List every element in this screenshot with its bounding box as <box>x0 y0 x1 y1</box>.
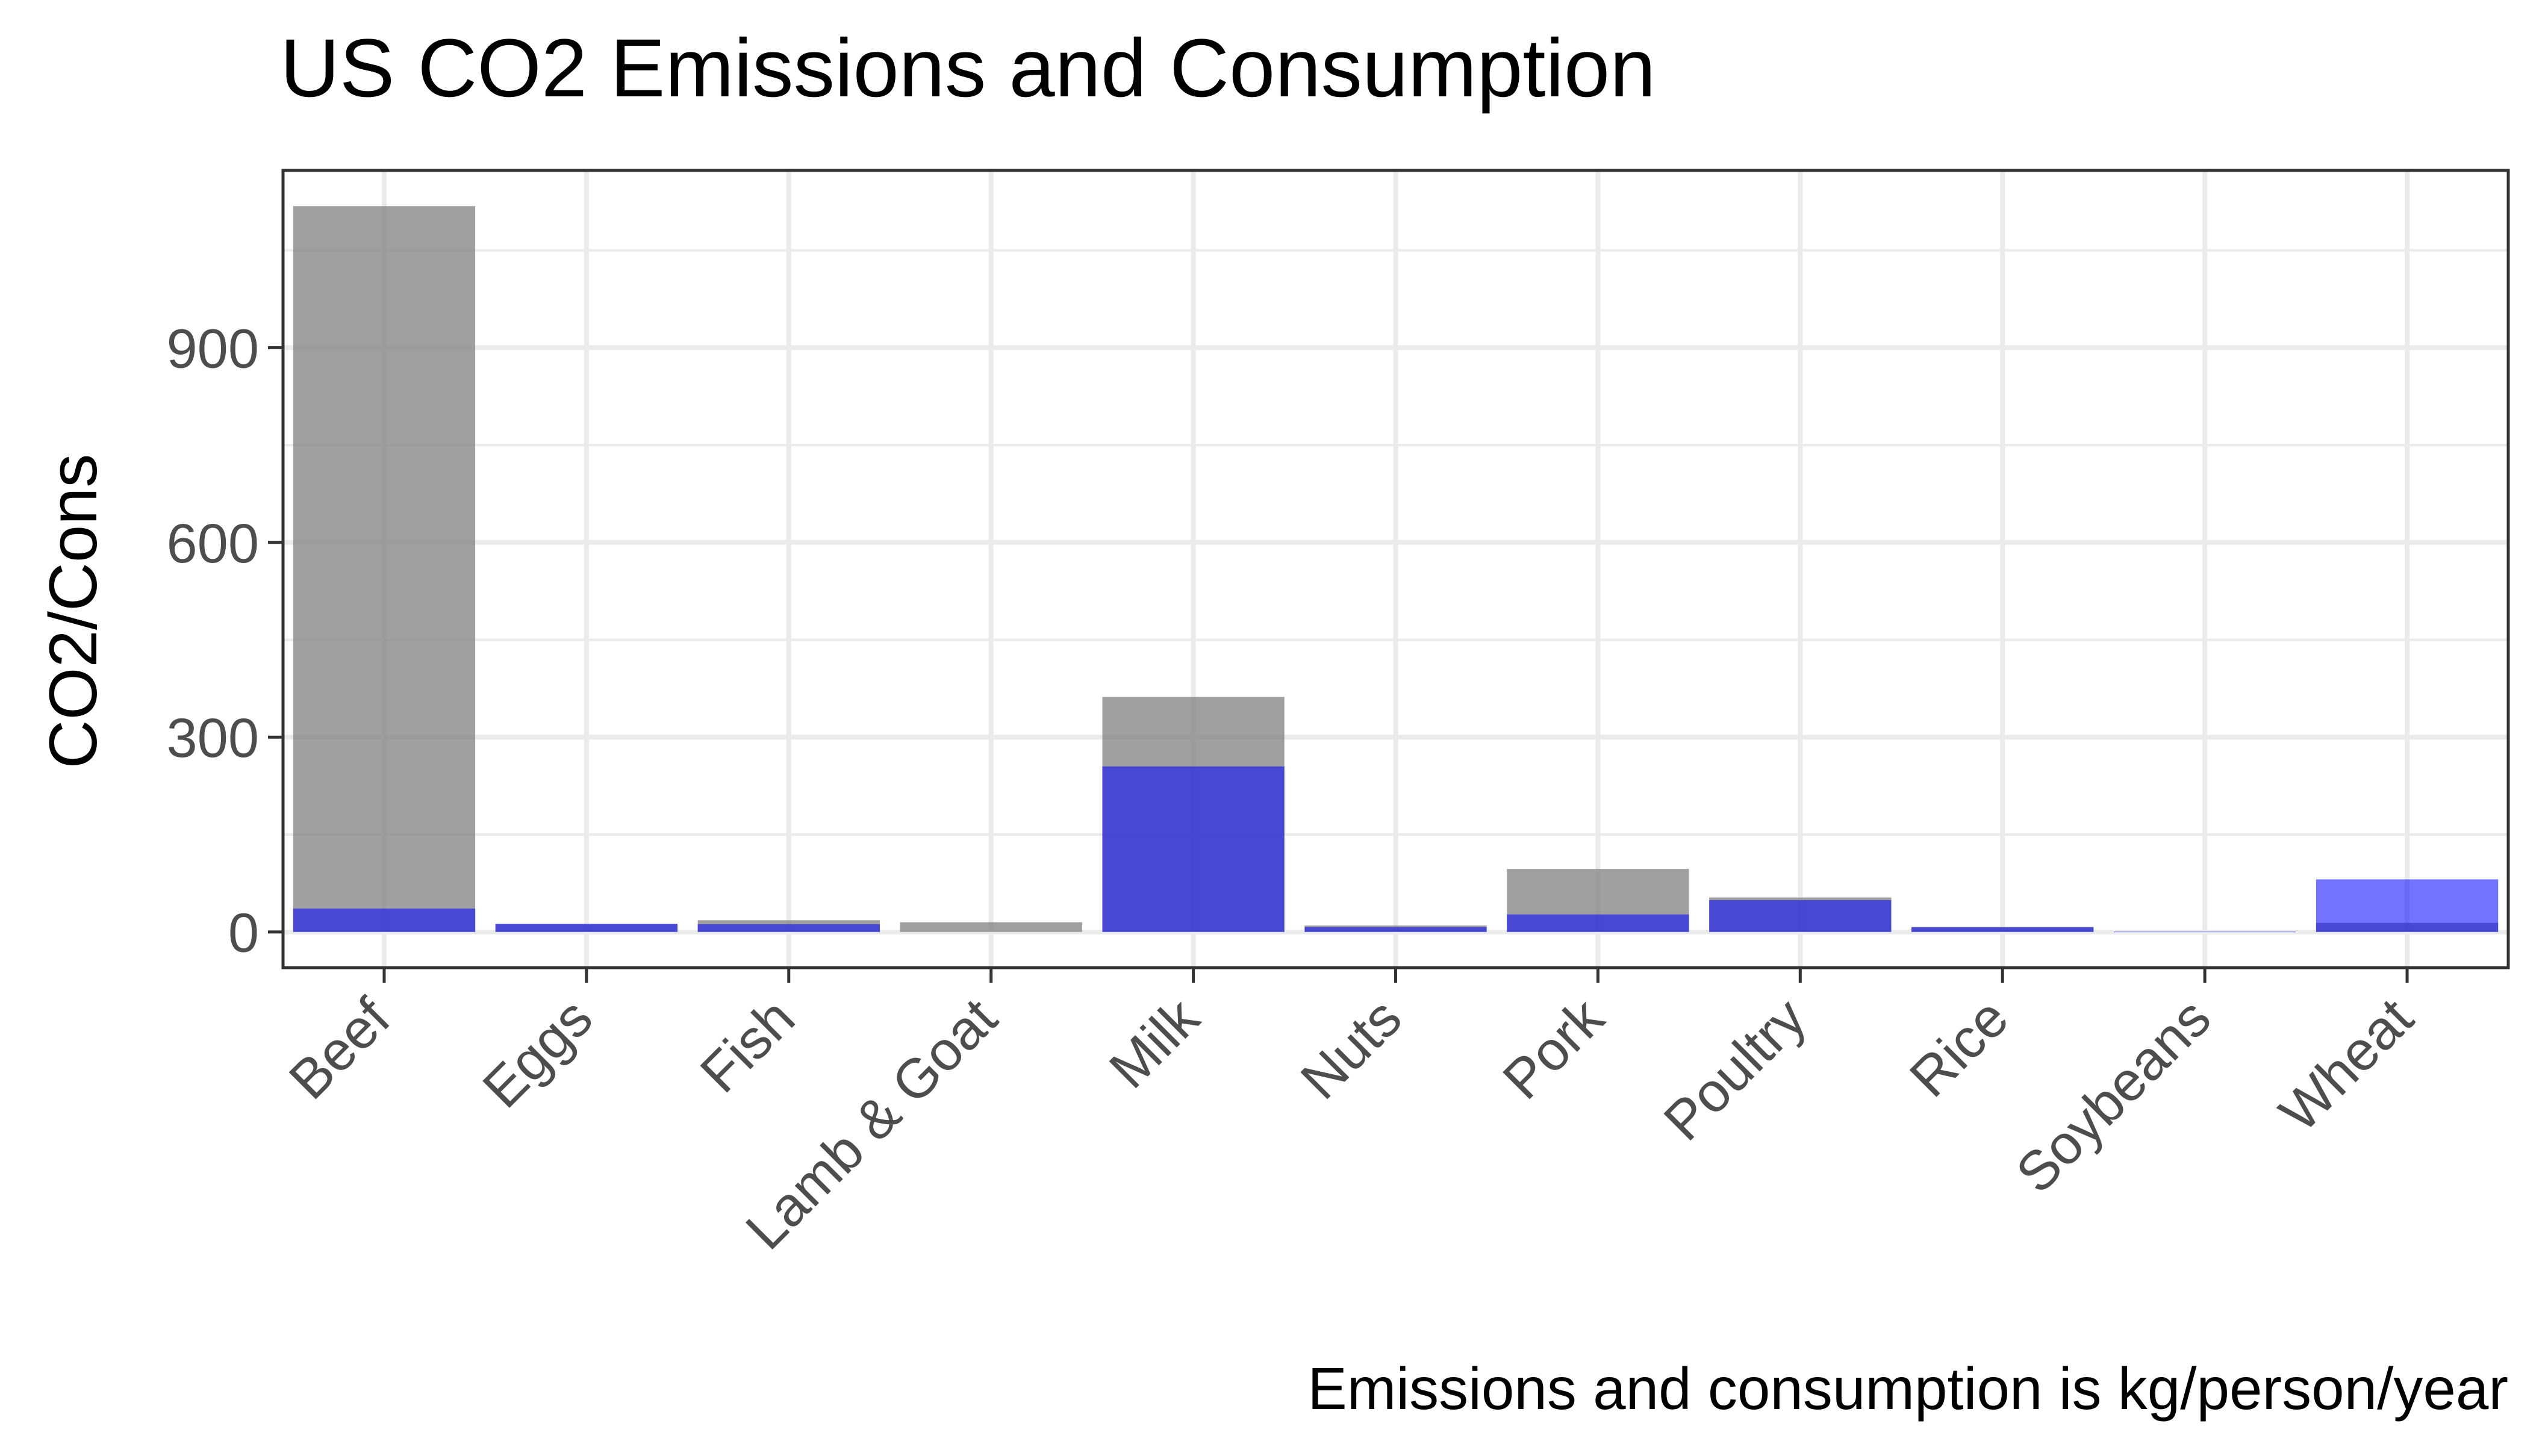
bar-beef-series-2 <box>293 908 476 932</box>
bar-wheat-series-2 <box>2316 879 2499 932</box>
y-tick-label: 900 <box>167 318 260 379</box>
chart-caption: Emissions and consumption is kg/person/y… <box>1307 1355 2508 1422</box>
bar-lamb-goat-series-1 <box>900 922 1082 932</box>
bar-fish-series-2 <box>697 924 880 932</box>
bar-rice-series-2 <box>1911 927 2094 932</box>
y-tick-label: 300 <box>167 708 260 769</box>
y-tick-label: 600 <box>167 513 260 574</box>
y-axis: 0 300 600 900 <box>167 318 283 964</box>
bar-nuts-series-2 <box>1304 927 1487 932</box>
bar-milk-series-2 <box>1102 766 1285 932</box>
bar-beef-series-1 <box>293 206 476 932</box>
y-tick-label: 0 <box>228 903 259 964</box>
bars <box>293 206 2499 933</box>
bar-poultry-series-2 <box>1709 900 1892 932</box>
y-axis-label: CO2/Cons <box>36 454 111 769</box>
bar-pork-series-2 <box>1507 914 1689 932</box>
bar-eggs-series-2 <box>495 924 678 932</box>
chart-title: US CO2 Emissions and Consumption <box>280 22 1656 114</box>
plot-panel <box>281 169 2510 969</box>
